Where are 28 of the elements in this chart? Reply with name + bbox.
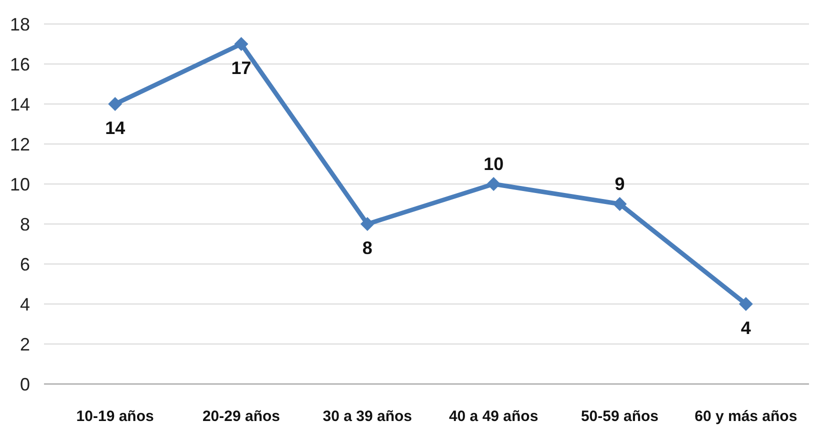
y-tick-label: 18 (10, 14, 30, 34)
x-tick-label: 10-19 años (76, 408, 154, 425)
y-tick-label: 14 (10, 94, 30, 114)
x-tick-label: 20-29 años (202, 408, 280, 425)
y-tick-label: 0 (20, 374, 30, 394)
y-tick-label: 16 (10, 54, 30, 74)
y-tick-label: 8 (20, 214, 30, 234)
data-label: 10 (484, 154, 504, 174)
x-tick-label: 60 y más años (694, 408, 798, 425)
point (108, 97, 122, 111)
y-tick-label: 6 (20, 254, 30, 274)
data-label: 17 (231, 58, 252, 78)
y-tick-label: 4 (20, 294, 30, 314)
data-label: 9 (614, 174, 625, 194)
point (234, 37, 248, 51)
y-tick-label: 10 (10, 174, 30, 194)
point (360, 217, 374, 231)
data-label: 4 (740, 318, 751, 338)
x-tick-label: 50-59 años (580, 408, 659, 425)
x-tick-label: 40 a 49 años (448, 408, 538, 425)
y-tick-label: 2 (20, 334, 30, 354)
point (738, 297, 753, 311)
point (612, 197, 627, 211)
data-label: 8 (362, 238, 372, 258)
x-tick-label: 30 a 39 años (322, 408, 412, 425)
data-label: 14 (105, 118, 126, 138)
y-tick-label: 12 (10, 134, 30, 154)
point (486, 177, 501, 191)
